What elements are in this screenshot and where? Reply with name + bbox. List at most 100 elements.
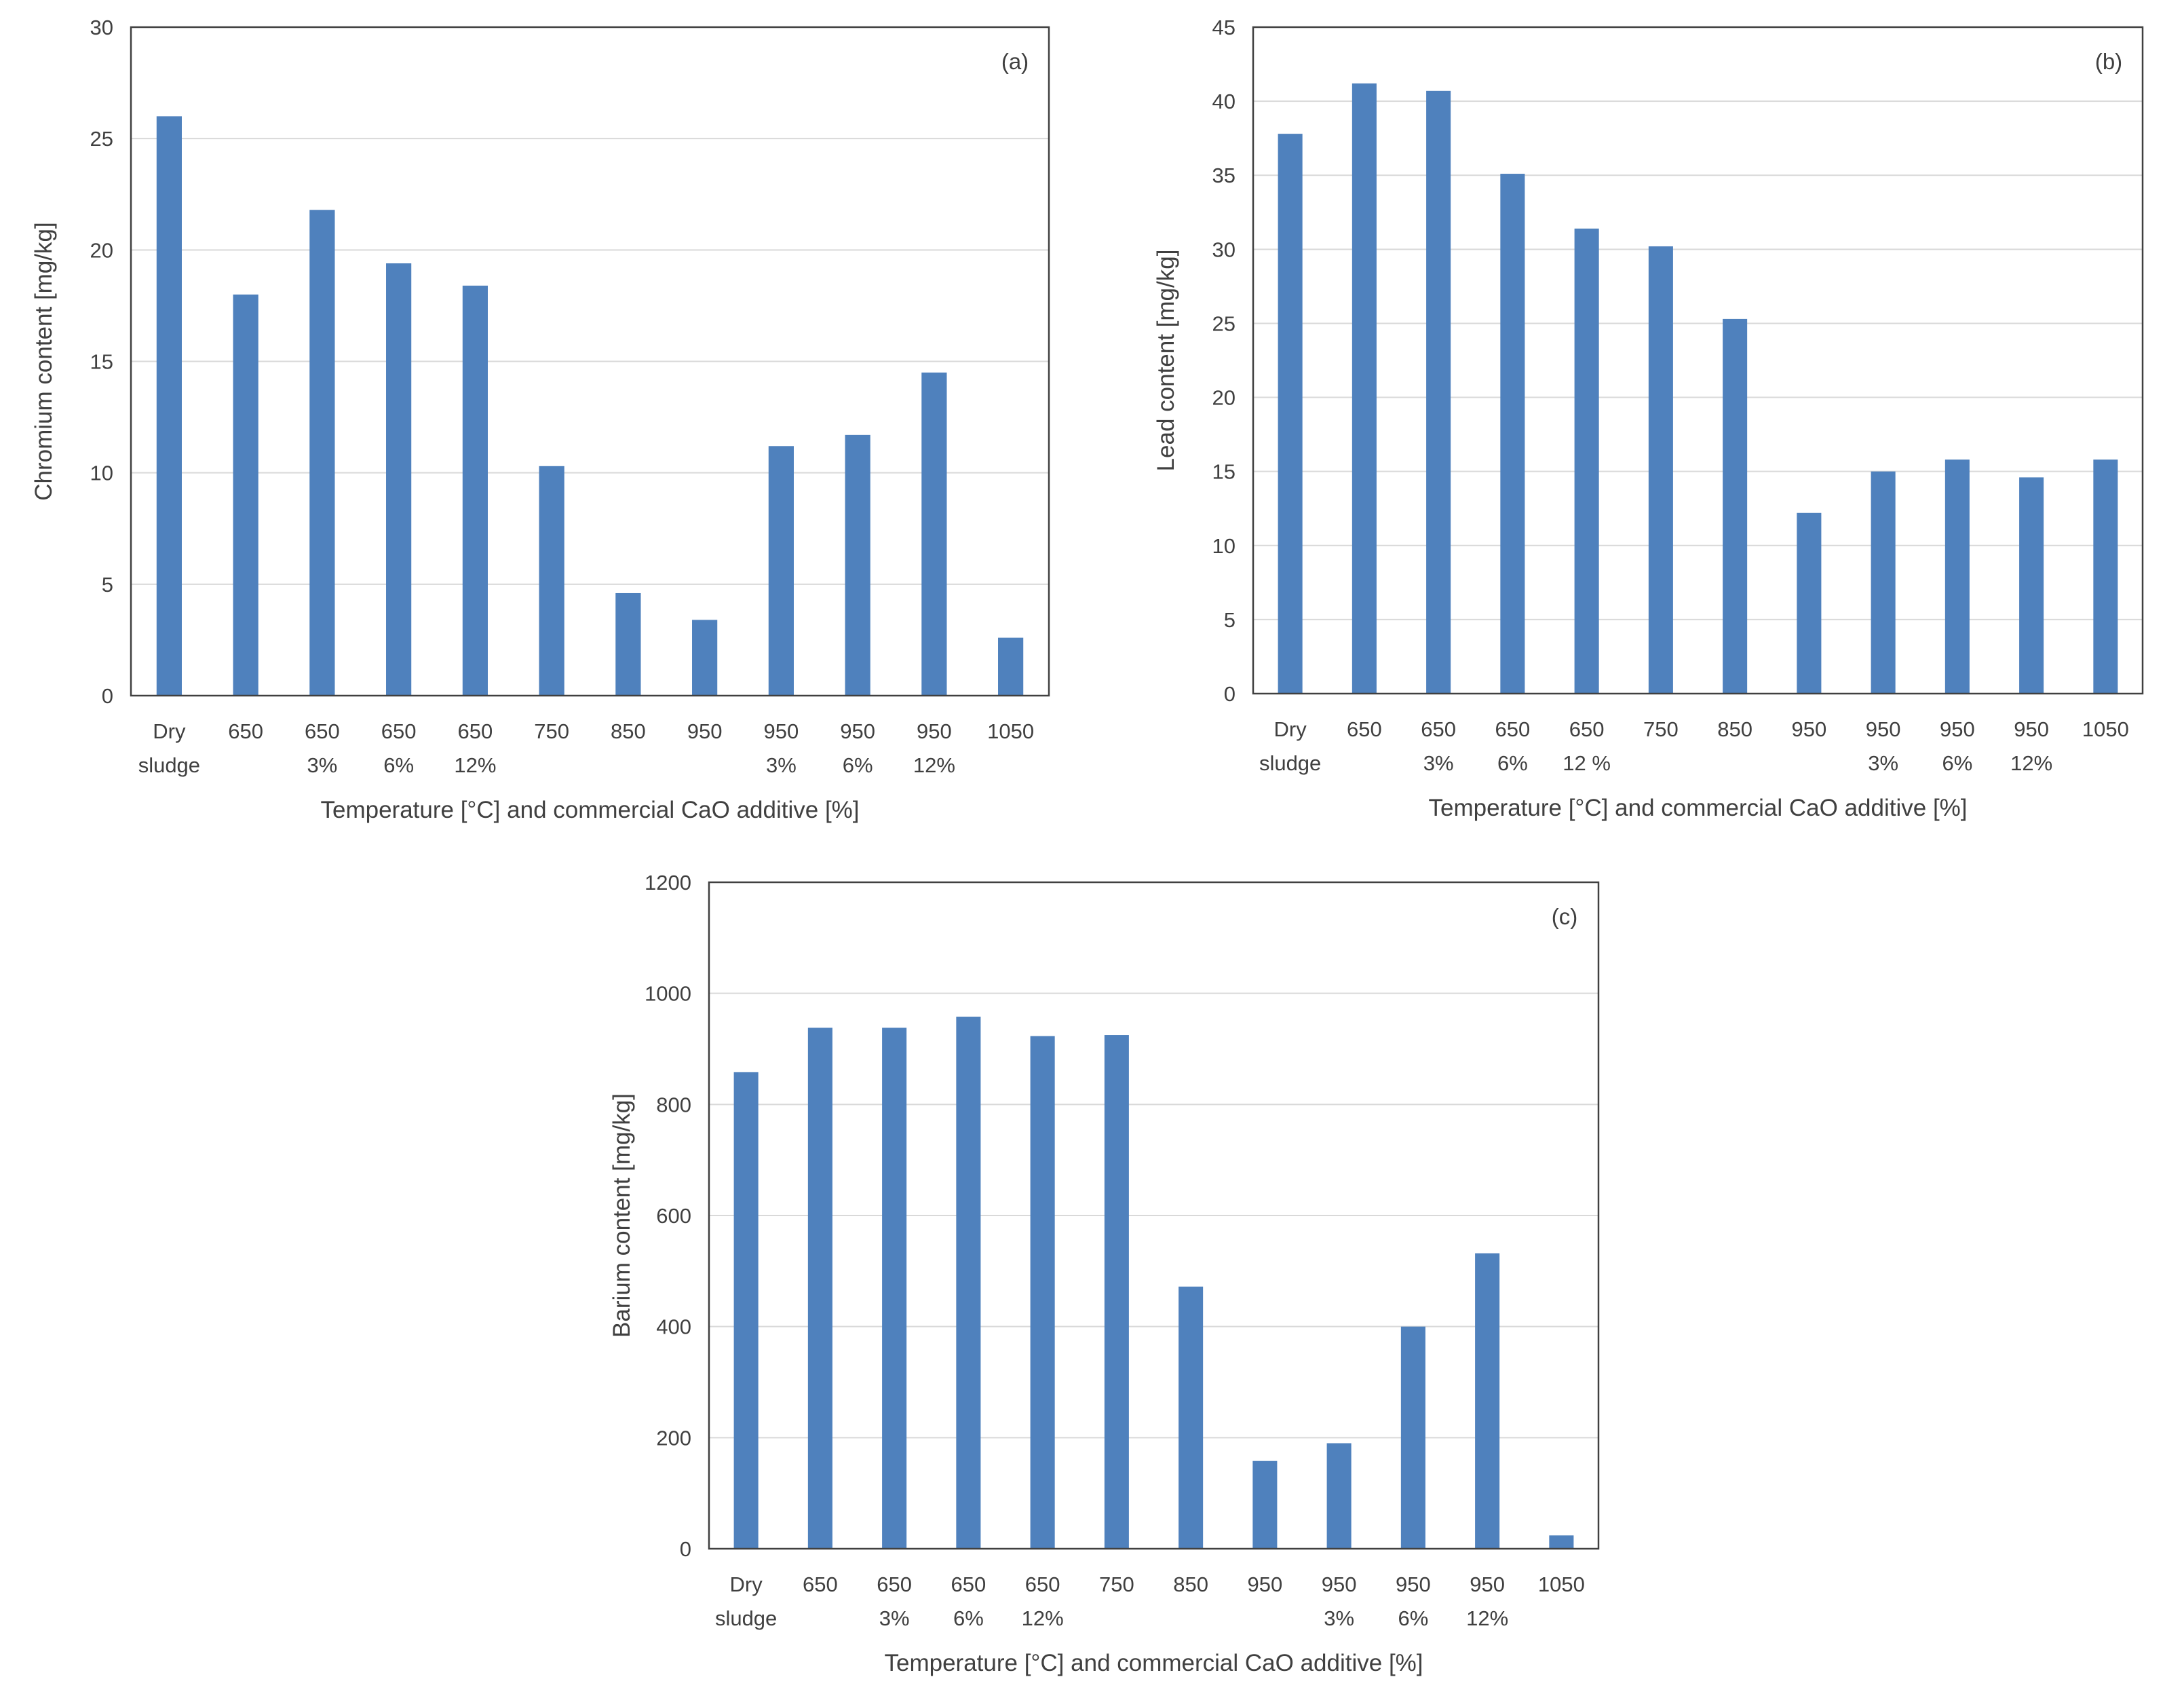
- bar: [1475, 1253, 1500, 1549]
- bar: [1648, 246, 1673, 694]
- x-tick-label: 950: [840, 719, 875, 743]
- bar: [615, 592, 641, 696]
- x-tick-label: 950: [764, 719, 799, 743]
- x-tick-label: 3%: [879, 1606, 910, 1630]
- bar: [845, 434, 870, 696]
- panel-label: (c): [1552, 904, 1577, 929]
- x-tick-label: 12 %: [1563, 751, 1611, 775]
- bar: [1549, 1535, 1574, 1549]
- bar: [1104, 1035, 1129, 1549]
- x-tick-label: 950: [1940, 717, 1975, 741]
- x-tick-label: 650: [1347, 717, 1382, 741]
- bar: [807, 1028, 832, 1549]
- x-tick-label: 1050: [987, 719, 1034, 743]
- bar: [1500, 174, 1525, 694]
- bar: [156, 116, 182, 696]
- plot-border: [708, 881, 1600, 1550]
- bar: [1179, 1286, 1204, 1549]
- bar: [1944, 459, 1970, 694]
- x-axis-title: Temperature [°C] and commercial CaO addi…: [1428, 795, 1967, 821]
- x-tick-label: 3%: [307, 753, 337, 777]
- x-tick-label: 650: [305, 719, 340, 743]
- panel-label: (a): [1001, 49, 1029, 74]
- plot-border: [130, 26, 1050, 697]
- x-tick-label: 750: [1643, 717, 1679, 741]
- x-tick-label: 6%: [843, 753, 873, 777]
- chart-b: 0 5 10 15 20 25 30 35 40 45 Dry sludge 650 650 3% 650 6%…: [1153, 16, 2144, 821]
- y-tick-label: 15: [1212, 460, 1235, 484]
- y-tick-label: 35: [1212, 164, 1235, 187]
- x-tick-label: 750: [1099, 1572, 1134, 1596]
- x-tick-label: 650: [228, 719, 263, 743]
- y-tick-label: 20: [90, 238, 113, 262]
- x-tick-label: 650: [803, 1572, 838, 1596]
- chart-a: 0 5 10 15 20 25 30 Dry sludge 650 650 3% 650 6% 650 12%…: [31, 16, 1050, 823]
- x-tick-label: 950: [1396, 1572, 1431, 1596]
- bar: [539, 466, 564, 696]
- bar: [386, 263, 412, 696]
- y-tick-label: 10: [1212, 534, 1235, 558]
- x-tick-label: 950: [1792, 717, 1827, 741]
- bar: [733, 1072, 759, 1549]
- x-tick-label: 850: [1173, 1572, 1208, 1596]
- y-tick-label: 200: [656, 1426, 691, 1450]
- y-tick-label: 40: [1212, 90, 1235, 113]
- y-tick-label: 25: [1212, 312, 1235, 335]
- x-tick-label: 950: [917, 719, 952, 743]
- plot-border: [1252, 26, 2144, 695]
- y-tick-label: 10: [90, 461, 113, 485]
- bar: [882, 1028, 907, 1549]
- bar: [233, 295, 258, 696]
- bar: [956, 1017, 981, 1549]
- bar: [1252, 1461, 1278, 1549]
- y-tick-label: 45: [1212, 16, 1235, 39]
- bar: [462, 285, 488, 696]
- y-axis-title: Lead content [mg/kg]: [1153, 250, 1179, 472]
- x-tick-label: 12%: [1022, 1606, 1064, 1630]
- x-tick-label: 950: [1866, 717, 1901, 741]
- x-tick-label: 3%: [1423, 751, 1454, 775]
- x-tick-label: 1050: [2082, 717, 2129, 741]
- x-tick-label: Dry: [153, 719, 186, 743]
- x-tick-label: 850: [611, 719, 646, 743]
- bar: [1574, 228, 1599, 694]
- x-axis-title: Temperature [°C] and commercial CaO addi…: [320, 797, 859, 823]
- x-tick-label: 950: [1248, 1572, 1283, 1596]
- x-tick-label: 3%: [1868, 751, 1898, 775]
- x-tick-label: 3%: [1324, 1606, 1354, 1630]
- bar: [2019, 477, 2044, 694]
- y-axis-title: Chromium content [mg/kg]: [31, 222, 57, 500]
- y-tick-label: 1000: [645, 982, 691, 1006]
- x-tick-label: 12%: [1466, 1606, 1508, 1630]
- bar: [692, 620, 718, 696]
- y-tick-label: 5: [102, 573, 113, 597]
- bar: [768, 446, 794, 696]
- x-tick-label: 12%: [2010, 751, 2052, 775]
- x-tick-label: 950: [1470, 1572, 1505, 1596]
- x-tick-label: 850: [1717, 717, 1752, 741]
- bar: [309, 210, 335, 696]
- x-tick-label: 950: [2014, 717, 2049, 741]
- x-tick-label: 650: [1421, 717, 1456, 741]
- x-tick-label: 650: [951, 1572, 986, 1596]
- x-tick-label: 12%: [913, 753, 955, 777]
- bar: [1326, 1443, 1352, 1549]
- x-tick-label: 3%: [766, 753, 797, 777]
- x-tick-label: Dry: [1274, 717, 1307, 741]
- y-tick-label: 0: [680, 1537, 691, 1561]
- chart-c: 0 200 400 600 800 1000 1200 Dry sludge 650 650 3% 65…: [609, 871, 1600, 1676]
- x-tick-label: 750: [534, 719, 569, 743]
- x-tick-label: 6%: [953, 1606, 984, 1630]
- x-tick-label: 1050: [1538, 1572, 1585, 1596]
- y-tick-label: 30: [1212, 238, 1235, 261]
- x-tick-label: 6%: [1942, 751, 1972, 775]
- y-tick-label: 0: [102, 684, 113, 708]
- y-tick-label: 15: [90, 350, 113, 374]
- x-tick-label: 12%: [454, 753, 496, 777]
- x-tick-label: sludge: [1259, 751, 1321, 775]
- bar: [921, 372, 947, 696]
- x-tick-label: sludge: [138, 753, 200, 777]
- y-tick-label: 0: [1224, 682, 1235, 706]
- x-tick-label: 650: [1569, 717, 1605, 741]
- y-tick-label: 20: [1212, 386, 1235, 410]
